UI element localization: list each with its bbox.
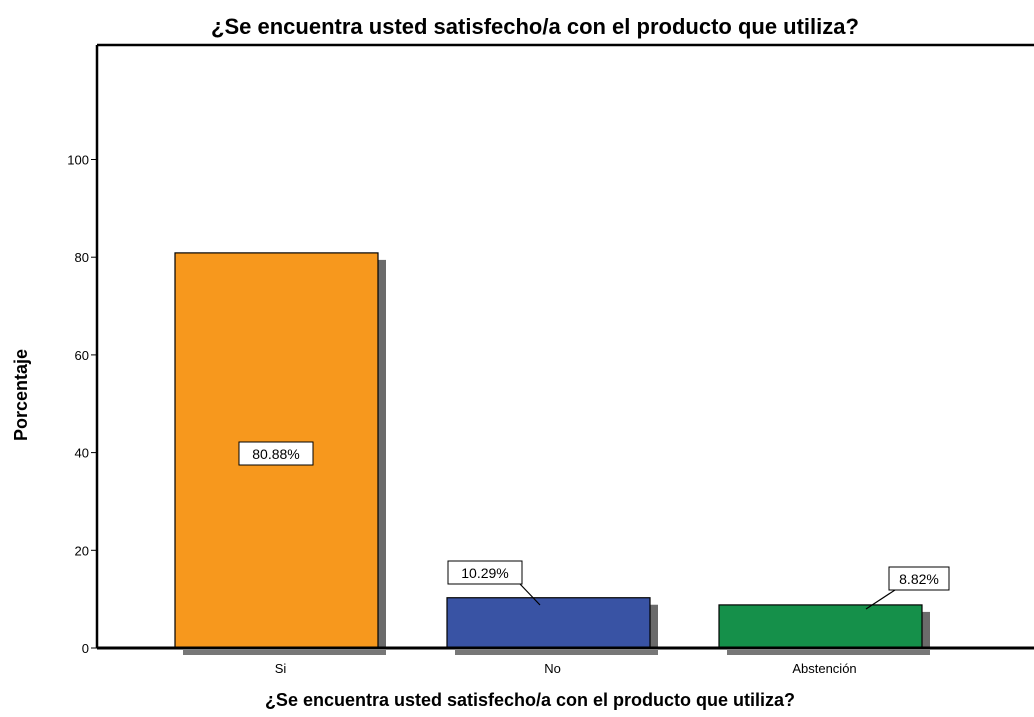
x-tick-label: Abstención (792, 661, 856, 676)
y-tick-label: 60 (75, 348, 89, 363)
chart-title: ¿Se encuentra usted satisfecho/a con el … (211, 14, 859, 39)
y-tick-label: 80 (75, 250, 89, 265)
data-label-leader (519, 583, 541, 606)
data-label-box (447, 560, 523, 585)
bar-abstención (718, 604, 923, 649)
y-axis-title: Porcentaje (11, 349, 31, 441)
data-label: 80.88% (252, 446, 299, 462)
x-tick-label: Si (275, 661, 287, 676)
bar-base-shadow (727, 650, 930, 655)
y-tick-label: 100 (67, 153, 89, 168)
data-label: 8.82% (899, 571, 939, 587)
bar-no (446, 597, 651, 649)
y-tick-label: 0 (82, 641, 89, 656)
data-label-leader (865, 589, 896, 610)
y-tick-label: 40 (75, 446, 89, 461)
plot-area: 0 20 40 60 80 100 Si No Abstención 80.88% 10.29% 8.… (67, 43, 1034, 676)
data-label-box (888, 566, 950, 591)
bar-base-shadow (455, 650, 658, 655)
x-axis-title: ¿Se encuentra usted satisfecho/a con el … (265, 690, 795, 710)
data-label: 10.29% (461, 565, 508, 581)
y-tick-label: 20 (75, 543, 89, 558)
bar-base-shadow (183, 650, 386, 655)
x-tick-label: No (544, 661, 561, 676)
data-label-box (238, 441, 314, 466)
